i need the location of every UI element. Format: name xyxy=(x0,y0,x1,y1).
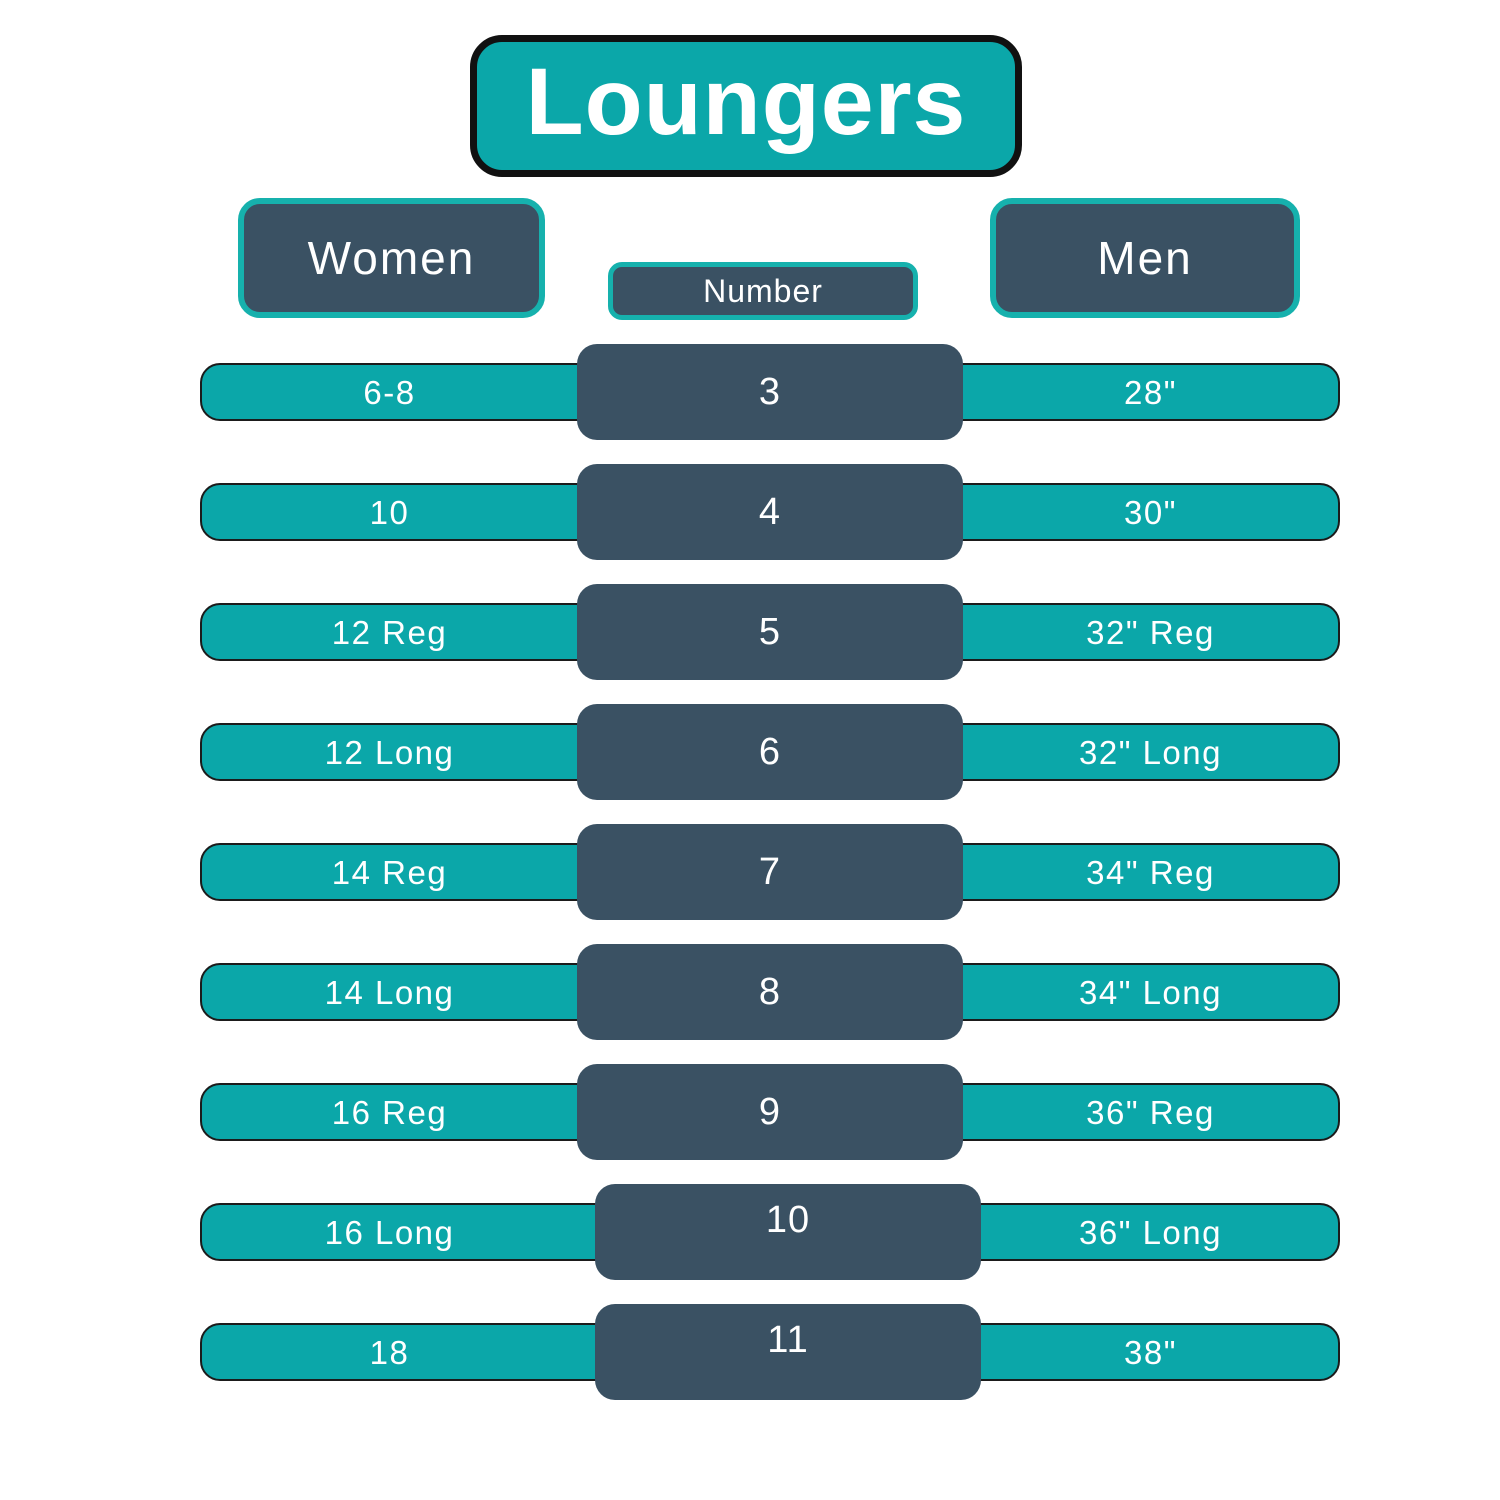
column-header-women: Women xyxy=(238,198,545,318)
number-value: 7 xyxy=(758,850,782,893)
women-size-cell: 14 Reg xyxy=(331,853,448,891)
number-box: 6 xyxy=(577,704,963,800)
column-header-number-label: Number xyxy=(703,272,823,309)
number-box: 11 xyxy=(595,1304,981,1400)
men-size-cell: 36" Long xyxy=(1078,1213,1222,1251)
women-size-cell: 12 Reg xyxy=(331,613,448,651)
size-row: 16 Long 10 36" Long xyxy=(200,1184,1340,1280)
men-size-cell: 36" Reg xyxy=(1086,1093,1215,1131)
number-value: 8 xyxy=(758,970,782,1013)
number-value: 10 xyxy=(765,1198,811,1241)
chart-title-badge: Loungers xyxy=(470,35,1022,177)
women-size-cell: 14 Long xyxy=(324,973,455,1011)
number-box: 5 xyxy=(577,584,963,680)
size-row: 16 Reg 9 36" Reg xyxy=(200,1064,1340,1160)
column-header-men: Men xyxy=(990,198,1300,318)
women-size-cell: 18 xyxy=(369,1333,410,1371)
size-row: 6-8 3 28" xyxy=(200,344,1340,440)
number-value: 4 xyxy=(758,490,782,533)
number-value: 3 xyxy=(758,370,782,413)
men-size-cell: 34" Reg xyxy=(1086,853,1215,891)
size-row: 12 Reg 5 32" Reg xyxy=(200,584,1340,680)
column-header-men-label: Men xyxy=(1097,232,1193,284)
women-size-cell: 12 Long xyxy=(324,733,455,771)
women-size-cell: 10 xyxy=(369,493,410,531)
number-box: 3 xyxy=(577,344,963,440)
size-row: 18 11 38" xyxy=(200,1304,1340,1400)
size-row: 10 4 30" xyxy=(200,464,1340,560)
women-size-cell: 6-8 xyxy=(363,373,416,411)
men-size-cell: 30" xyxy=(1124,493,1177,531)
number-value: 11 xyxy=(767,1318,809,1361)
men-size-cell: 28" xyxy=(1124,373,1177,411)
men-size-cell: 32" Reg xyxy=(1086,613,1215,651)
chart-title: Loungers xyxy=(525,48,967,155)
number-value: 5 xyxy=(758,610,782,653)
women-size-cell: 16 Reg xyxy=(331,1093,448,1131)
number-value: 9 xyxy=(758,1090,782,1133)
size-row: 14 Reg 7 34" Reg xyxy=(200,824,1340,920)
number-box: 9 xyxy=(577,1064,963,1160)
number-box: 7 xyxy=(577,824,963,920)
number-value: 6 xyxy=(758,730,782,773)
men-size-cell: 34" Long xyxy=(1078,973,1222,1011)
size-row: 14 Long 8 34" Long xyxy=(200,944,1340,1040)
size-row: 12 Long 6 32" Long xyxy=(200,704,1340,800)
column-header-women-label: Women xyxy=(307,232,476,284)
men-size-cell: 32" Long xyxy=(1078,733,1222,771)
number-box: 10 xyxy=(595,1184,981,1280)
women-size-cell: 16 Long xyxy=(324,1213,455,1251)
number-box: 8 xyxy=(577,944,963,1040)
column-header-number: Number xyxy=(608,262,918,320)
number-box: 4 xyxy=(577,464,963,560)
men-size-cell: 38" xyxy=(1124,1333,1177,1371)
